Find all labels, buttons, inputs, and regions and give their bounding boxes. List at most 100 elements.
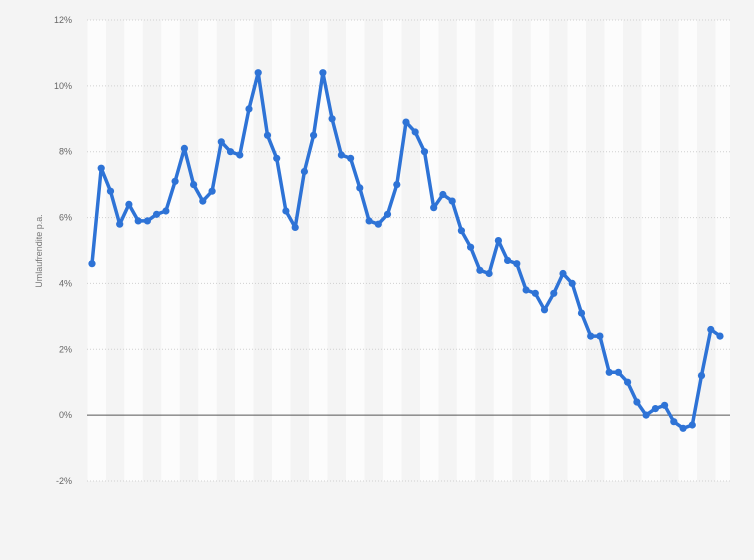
column-band-12 [530, 20, 550, 481]
data-point-8 [162, 207, 170, 215]
data-point-68 [716, 332, 724, 340]
data-point-15 [226, 148, 235, 156]
data-point-41 [467, 243, 475, 251]
data-point-33 [393, 181, 401, 189]
series-group [88, 69, 724, 432]
data-point-25 [319, 69, 327, 77]
y-tick-label-2: 8% [59, 147, 72, 157]
column-band-14 [604, 20, 624, 481]
column-band-10 [456, 20, 476, 481]
data-point-54 [587, 332, 595, 340]
y-tick-label-7: -2% [56, 476, 72, 486]
data-point-59 [633, 398, 641, 406]
data-point-22 [291, 223, 299, 231]
data-point-20 [273, 154, 281, 162]
data-point-18 [254, 69, 262, 77]
y-tick-label-0: 12% [54, 15, 72, 25]
y-tick-label-4: 4% [59, 278, 72, 288]
y-axis-title: Umlaufrendite p.a. [34, 214, 44, 288]
data-point-53 [577, 309, 586, 317]
data-point-60 [642, 411, 650, 419]
data-point-62 [661, 401, 669, 409]
data-point-64 [679, 424, 687, 432]
data-point-40 [457, 227, 465, 235]
column-band-4 [235, 20, 254, 481]
y-tick-label-5: 2% [59, 344, 72, 354]
data-point-34 [402, 118, 410, 126]
data-point-6 [143, 217, 151, 225]
column-band-17 [715, 20, 730, 481]
data-point-29 [356, 184, 364, 192]
data-point-28 [347, 154, 355, 162]
data-point-37 [430, 204, 438, 212]
y-tick-label-3: 6% [59, 213, 72, 223]
data-point-26 [328, 115, 336, 123]
data-point-16 [236, 151, 244, 159]
data-point-11 [190, 181, 198, 189]
data-point-17 [245, 105, 253, 113]
data-point-23 [300, 167, 308, 176]
data-point-12 [199, 197, 207, 205]
data-point-46 [513, 260, 521, 268]
y-tick-label-6: 0% [59, 410, 72, 420]
data-point-7 [153, 210, 161, 218]
y-axis-ticks: 12% 10% 8% 6% 4% 2% 0% -2% [54, 15, 72, 486]
y-tick-label-1: 10% [54, 81, 72, 91]
data-point-1 [97, 164, 105, 172]
data-point-44 [494, 237, 502, 245]
data-point-65 [688, 421, 696, 429]
column-band-8 [382, 20, 402, 481]
series-line [90, 70, 722, 431]
data-point-67 [707, 325, 715, 334]
data-point-32 [383, 210, 392, 218]
data-point-14 [217, 138, 225, 146]
data-point-9 [171, 177, 179, 185]
data-point-52 [568, 279, 576, 287]
column-band-3 [198, 20, 217, 481]
data-point-58 [624, 378, 632, 386]
data-point-4 [125, 200, 133, 208]
data-point-48 [531, 289, 539, 297]
data-point-42 [476, 266, 484, 274]
column-band-1 [124, 20, 143, 481]
data-point-61 [651, 405, 660, 413]
data-point-63 [670, 418, 678, 426]
data-point-43 [485, 269, 493, 278]
data-point-56 [605, 368, 613, 376]
column-band-5 [272, 20, 291, 481]
data-point-66 [697, 372, 706, 380]
data-point-47 [522, 286, 530, 294]
data-point-10 [180, 144, 188, 152]
data-point-31 [374, 220, 382, 228]
data-point-45 [504, 256, 512, 264]
data-point-57 [614, 368, 623, 376]
column-band-9 [419, 20, 439, 481]
data-point-21 [282, 207, 290, 215]
data-point-51 [559, 269, 567, 278]
gridlines [87, 19, 730, 482]
data-point-35 [411, 128, 419, 136]
data-point-49 [540, 306, 549, 314]
data-point-3 [116, 220, 124, 228]
data-point-24 [310, 131, 318, 139]
column-band-2 [161, 20, 180, 481]
column-bands [87, 20, 730, 481]
column-band-13 [567, 20, 587, 481]
data-point-38 [439, 190, 447, 199]
data-point-2 [106, 187, 115, 195]
data-point-36 [420, 148, 429, 156]
data-point-13 [208, 187, 216, 195]
data-point-30 [365, 217, 373, 225]
data-point-39 [448, 197, 456, 205]
column-band-16 [678, 20, 697, 481]
data-point-27 [337, 151, 345, 159]
column-band-7 [346, 20, 365, 481]
column-band-15 [641, 20, 660, 481]
data-point-19 [263, 131, 272, 139]
data-point-0 [88, 260, 96, 268]
column-band-0 [87, 20, 106, 481]
data-point-55 [596, 332, 604, 340]
data-point-50 [550, 289, 558, 297]
